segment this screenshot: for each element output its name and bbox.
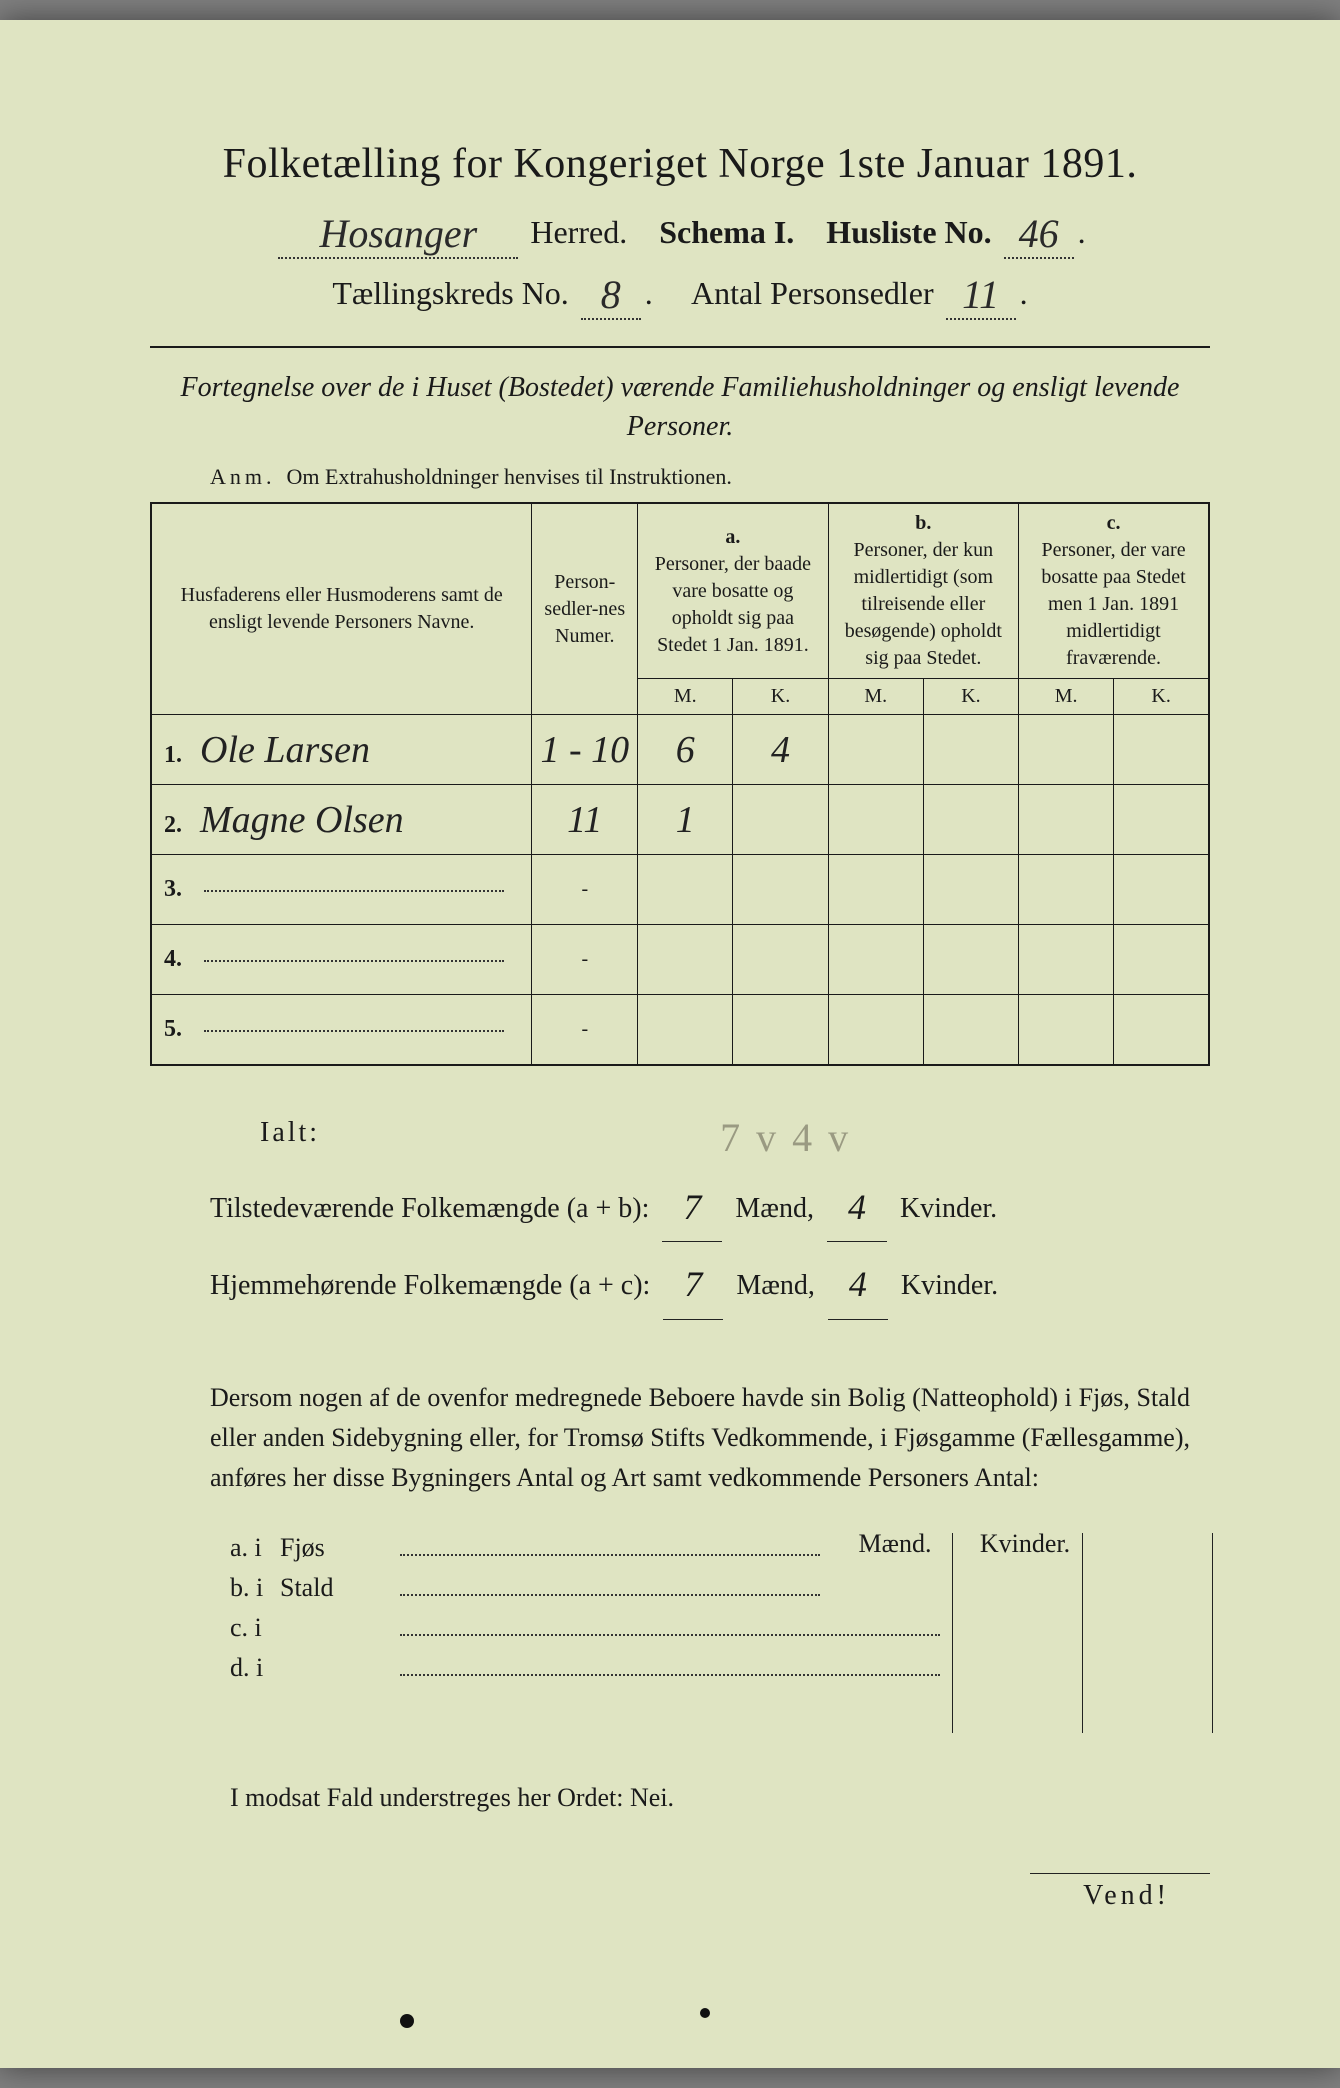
head-maend: Mænd. <box>830 1529 960 1559</box>
table-row: 1. Ole Larsen 1 - 10 6 4 <box>151 715 1209 785</box>
building-block: Mænd. Kvinder. a. i Fjøs b. i Stald c. i <box>150 1533 1210 1733</box>
anm-text: Om Extrahusholdninger henvises til Instr… <box>287 464 732 489</box>
col-b-k: K. <box>923 679 1018 715</box>
table-row: 2. Magne Olsen 11 1 <box>151 785 1209 855</box>
cell-c-m <box>1019 925 1114 995</box>
col-c-k: K. <box>1114 679 1209 715</box>
dotted-leader <box>400 1594 820 1596</box>
anm-label: Anm. <box>210 464 276 489</box>
ink-spot <box>700 2008 710 2018</box>
vend-label: Vend! <box>1030 1873 1210 1912</box>
cell-a-k <box>733 925 828 995</box>
present-m: 7 <box>662 1173 722 1242</box>
cell-a-k <box>733 995 828 1065</box>
table-row: 3. - <box>151 855 1209 925</box>
husliste-no: 46 <box>1004 210 1074 259</box>
personsedler-no: 11 <box>946 271 1016 320</box>
col-head-numer: Person-sedler-nes Numer. <box>532 503 638 715</box>
table-row: 4. - <box>151 925 1209 995</box>
subtitle: Fortegnelse over de i Huset (Bostedet) v… <box>150 368 1210 446</box>
col-head-a: a.Personer, der baade vare bosatte og op… <box>638 503 828 679</box>
resident-m: 7 <box>663 1250 723 1319</box>
cell-b-m <box>828 855 923 925</box>
total-line-resident: Hjemmehørende Folkemængde (a + c): 7 Mæn… <box>210 1248 1210 1317</box>
building-row: b. i Stald <box>230 1573 948 1603</box>
header-line-2: Tællingskreds No. 8. Antal Personsedler … <box>150 267 1210 316</box>
empty-leader <box>204 890 504 892</box>
col-a-k: K. <box>733 679 828 715</box>
cell-a-k: 4 <box>771 729 790 771</box>
col-kvinder <box>1082 1533 1212 1733</box>
cell-num: 1 - 10 <box>540 729 629 771</box>
bottom-line: I modsat Fald understreges her Ordet: Ne… <box>150 1783 1210 1813</box>
cell-c-k <box>1114 855 1209 925</box>
col-maend <box>952 1533 1082 1733</box>
cell-c-m <box>1019 995 1114 1065</box>
present-k: 4 <box>827 1173 887 1242</box>
building-row: c. i <box>230 1613 948 1643</box>
dotted-leader <box>400 1674 940 1676</box>
cell-a-m <box>638 995 733 1065</box>
row-number: 1. <box>164 742 194 769</box>
cell-a-m: 6 <box>676 729 695 771</box>
page-title: Folketælling for Kongeriget Norge 1ste J… <box>150 140 1210 188</box>
cell-a-m: 1 <box>676 799 695 841</box>
row-number: 5. <box>164 1016 194 1043</box>
cell-num: 11 <box>567 799 602 841</box>
dotted-leader <box>400 1554 820 1556</box>
cell-b-m <box>828 925 923 995</box>
person-name: Magne Olsen <box>200 799 404 841</box>
col-a-m: M. <box>638 679 733 715</box>
cell-c-m <box>1019 855 1114 925</box>
annotation-line: Anm. Om Extrahusholdninger henvises til … <box>210 464 1210 490</box>
col-head-c: c.Personer, der vare bosatte paa Stedet … <box>1019 503 1209 679</box>
empty-leader <box>204 1030 504 1032</box>
total-line-present: Tilstedeværende Folkemængde (a + b): 7 M… <box>210 1171 1210 1240</box>
col-b-m: M. <box>828 679 923 715</box>
census-form-page: Folketælling for Kongeriget Norge 1ste J… <box>0 20 1340 2068</box>
empty-leader <box>204 960 504 962</box>
cell-c-k <box>1114 995 1209 1065</box>
cell-a-m <box>638 925 733 995</box>
pencil-note: 7 v 4 v <box>720 1100 851 1176</box>
table-row: 5. - <box>151 995 1209 1065</box>
cell-num: - <box>532 995 638 1065</box>
cell-num: - <box>532 855 638 925</box>
row-number: 2. <box>164 812 194 839</box>
header-line-1: Hosanger Herred. Schema I. Husliste No. … <box>150 206 1210 255</box>
col-head-b: b.Personer, der kun midlertidigt (som ti… <box>828 503 1018 679</box>
cell-b-m <box>828 995 923 1065</box>
divider <box>150 346 1210 348</box>
personsedler-label: Antal Personsedler <box>691 275 934 311</box>
kreds-no: 8 <box>581 271 641 320</box>
paragraph: Dersom nogen af de ovenfor medregnede Be… <box>150 1378 1210 1499</box>
herred-label: Herred. <box>530 214 627 250</box>
cell-b-k <box>923 855 1018 925</box>
schema-label: Schema I. <box>659 214 794 250</box>
cell-a-m <box>638 855 733 925</box>
building-row: d. i <box>230 1653 948 1683</box>
cell-c-k <box>1114 925 1209 995</box>
herred-handwritten: Hosanger <box>278 210 518 259</box>
census-table: Husfaderens eller Husmoderens samt de en… <box>150 502 1210 1066</box>
totals-block: Ialt: 7 v 4 v Tilstedeværende Folkemængd… <box>150 1106 1210 1318</box>
cell-b-k <box>923 995 1018 1065</box>
mk-columns <box>952 1533 1213 1733</box>
cell-num: - <box>532 925 638 995</box>
col-head-names: Husfaderens eller Husmoderens samt de en… <box>151 503 532 715</box>
person-name: Ole Larsen <box>200 729 370 771</box>
resident-k: 4 <box>828 1250 888 1319</box>
row-number: 4. <box>164 946 194 973</box>
dotted-leader <box>400 1634 940 1636</box>
kreds-label: Tællingskreds No. <box>332 275 568 311</box>
cell-a-k <box>733 855 828 925</box>
ink-spot <box>400 2014 414 2028</box>
cell-b-k <box>923 925 1018 995</box>
husliste-label: Husliste No. <box>826 214 991 250</box>
row-number: 3. <box>164 876 194 903</box>
ialt-label: Ialt: 7 v 4 v <box>260 1106 1210 1159</box>
col-c-m: M. <box>1019 679 1114 715</box>
